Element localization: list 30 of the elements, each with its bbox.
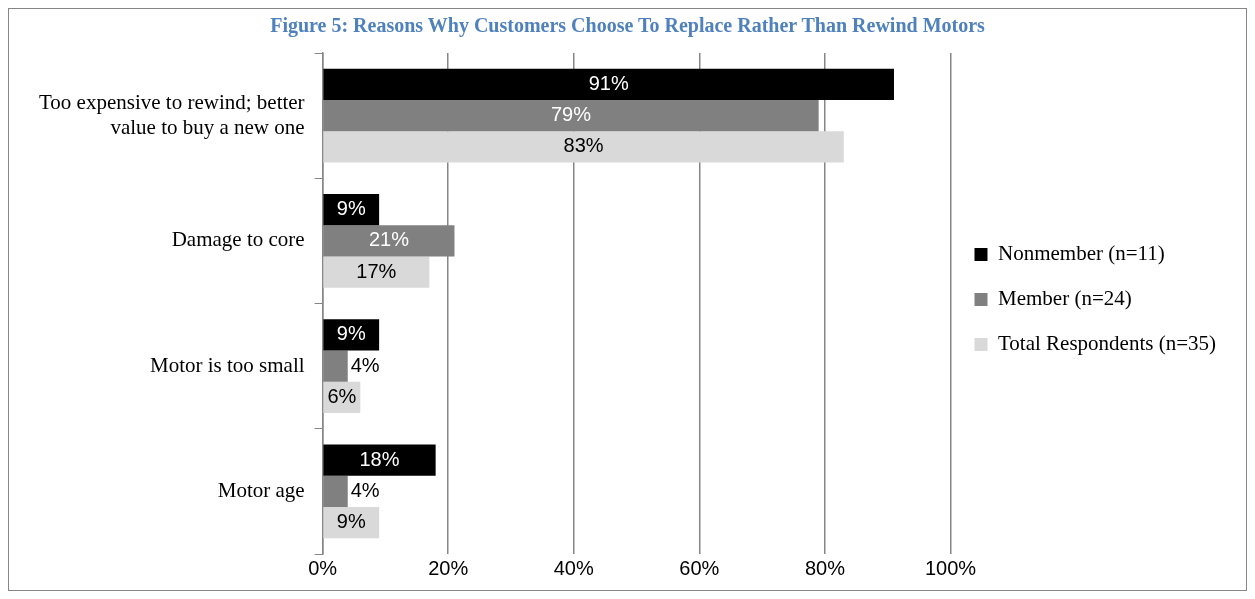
data-label: 4% <box>350 478 380 501</box>
y-tick-label: Damage to core <box>171 227 305 252</box>
bar <box>323 131 844 163</box>
data-label: 9% <box>336 322 366 345</box>
y-tick-label: Too expensive to rewind; better value to buy a new one <box>38 89 305 139</box>
data-label: 83% <box>563 134 604 157</box>
data-label: 9% <box>336 510 366 533</box>
x-tick-label: 80% <box>804 556 846 579</box>
legend-label: Nonmember (n=11) <box>997 241 1165 266</box>
x-tick-label: 100% <box>924 556 977 579</box>
legend-label: Total Respondents (n=35) <box>997 331 1217 356</box>
data-label: 9% <box>336 197 366 220</box>
bar <box>323 444 436 476</box>
legend-label: Member (n=24) <box>997 286 1132 311</box>
data-label: 18% <box>359 447 400 470</box>
x-tick-label: 20% <box>428 556 469 579</box>
chart-title: Figure 5: Reasons Why Customers Choose To Replace Rather Than Rewind Motors <box>270 14 986 38</box>
data-label: 4% <box>350 353 380 376</box>
bar <box>323 256 430 288</box>
x-tick-label: 40% <box>553 556 594 579</box>
data-label: 79% <box>550 103 592 126</box>
y-tick-label: Motor is too small <box>150 352 305 377</box>
data-label: 91% <box>588 71 629 94</box>
data-label: 21% <box>368 228 410 251</box>
data-label: 6% <box>327 384 357 407</box>
bar <box>323 68 894 100</box>
x-tick-label: 60% <box>679 556 720 579</box>
data-label: 17% <box>356 259 397 282</box>
y-tick-label: Motor age <box>217 477 305 502</box>
x-tick-label: 0% <box>308 556 338 579</box>
